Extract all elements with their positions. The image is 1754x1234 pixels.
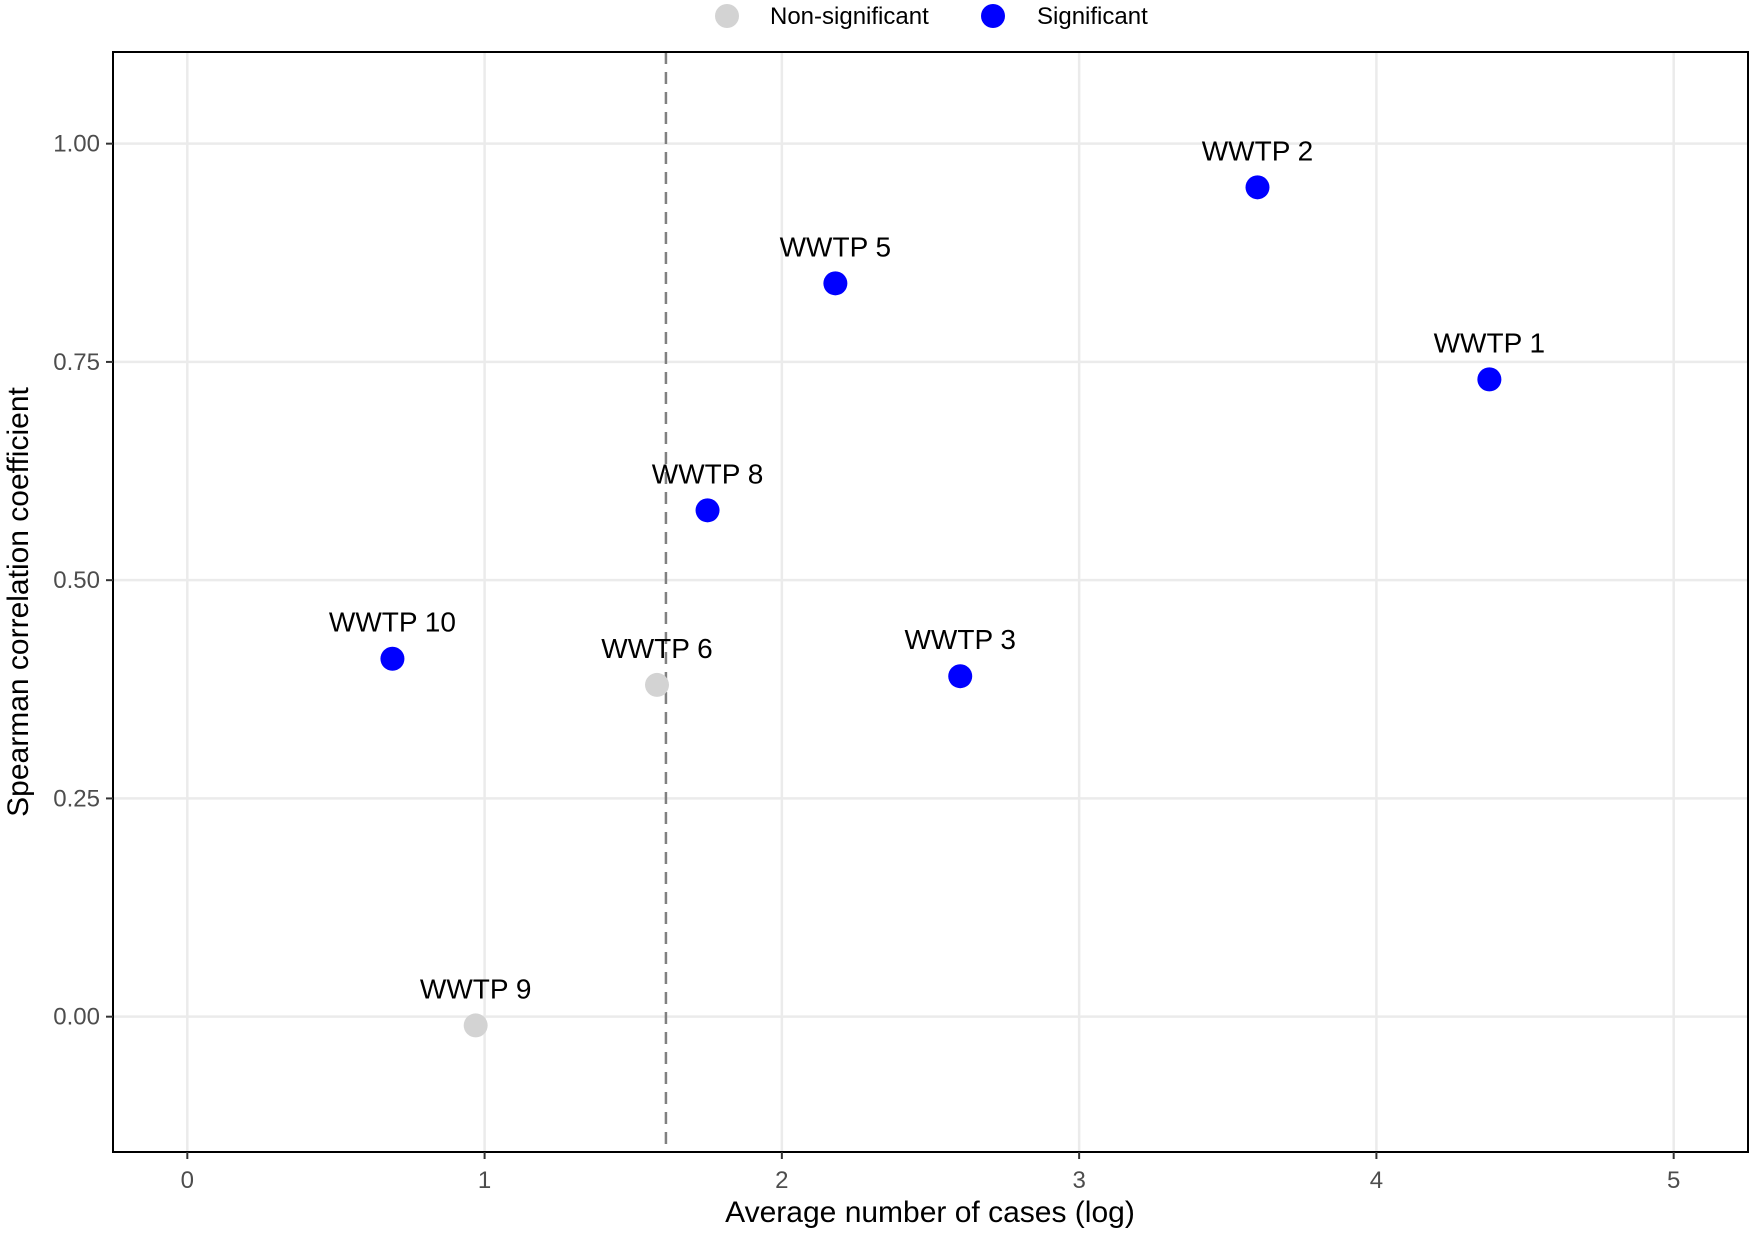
data-points xyxy=(380,175,1502,1038)
x-axis-title: Average number of cases (log) xyxy=(725,1196,1135,1229)
y-tick-label: 0.50 xyxy=(53,567,100,594)
point-label-wwtp-6: WWTP 6 xyxy=(601,633,712,664)
legend: Non-significant Significant xyxy=(715,3,1148,30)
data-point-wwtp-2 xyxy=(1245,175,1270,200)
point-label-wwtp-3: WWTP 3 xyxy=(904,624,1015,655)
y-tick-label: 0.00 xyxy=(53,1004,100,1031)
x-tick-label: 3 xyxy=(1072,1167,1085,1194)
point-label-wwtp-8: WWTP 8 xyxy=(652,458,763,489)
data-point-wwtp-3 xyxy=(948,664,973,689)
point-label-wwtp-1: WWTP 1 xyxy=(1434,327,1545,358)
data-point-wwtp-10 xyxy=(380,646,405,671)
y-tick-label: 0.25 xyxy=(53,785,100,812)
data-point-wwtp-9 xyxy=(463,1013,488,1038)
y-axis-ticks: 0.00 0.25 0.50 0.75 1.00 xyxy=(53,131,113,1031)
point-label-wwtp-10: WWTP 10 xyxy=(329,607,456,638)
x-tick-label: 2 xyxy=(775,1167,788,1194)
plot-panel-border xyxy=(112,51,1749,1153)
point-labels: WWTP 6 WWTP 9 WWTP 2 WWTP 5 WWTP 1 WWTP 8 WWTP… xyxy=(329,135,1545,1004)
legend-label-non-significant: Non-significant xyxy=(770,3,929,30)
point-label-wwtp-2: WWTP 2 xyxy=(1202,135,1313,166)
legend-label-significant: Significant xyxy=(1037,3,1148,30)
legend-key-significant xyxy=(981,4,1005,28)
x-axis-ticks: 0 1 2 3 4 5 xyxy=(181,1152,1680,1194)
data-point-wwtp-1 xyxy=(1477,367,1502,392)
x-tick-label: 1 xyxy=(478,1167,491,1194)
y-axis-title: Spearman correlation coefficient xyxy=(2,386,35,816)
x-tick-label: 0 xyxy=(181,1167,194,1194)
legend-key-non-significant xyxy=(715,4,739,28)
grid xyxy=(113,52,1748,1152)
point-label-wwtp-9: WWTP 9 xyxy=(420,973,531,1004)
data-point-wwtp-6 xyxy=(645,672,670,697)
data-point-wwtp-8 xyxy=(695,498,720,523)
point-label-wwtp-5: WWTP 5 xyxy=(780,231,891,262)
data-point-wwtp-5 xyxy=(823,271,848,296)
y-tick-label: 1.00 xyxy=(53,131,100,158)
x-tick-label: 4 xyxy=(1370,1167,1383,1194)
x-tick-label: 5 xyxy=(1667,1167,1680,1194)
y-tick-label: 0.75 xyxy=(53,349,100,376)
